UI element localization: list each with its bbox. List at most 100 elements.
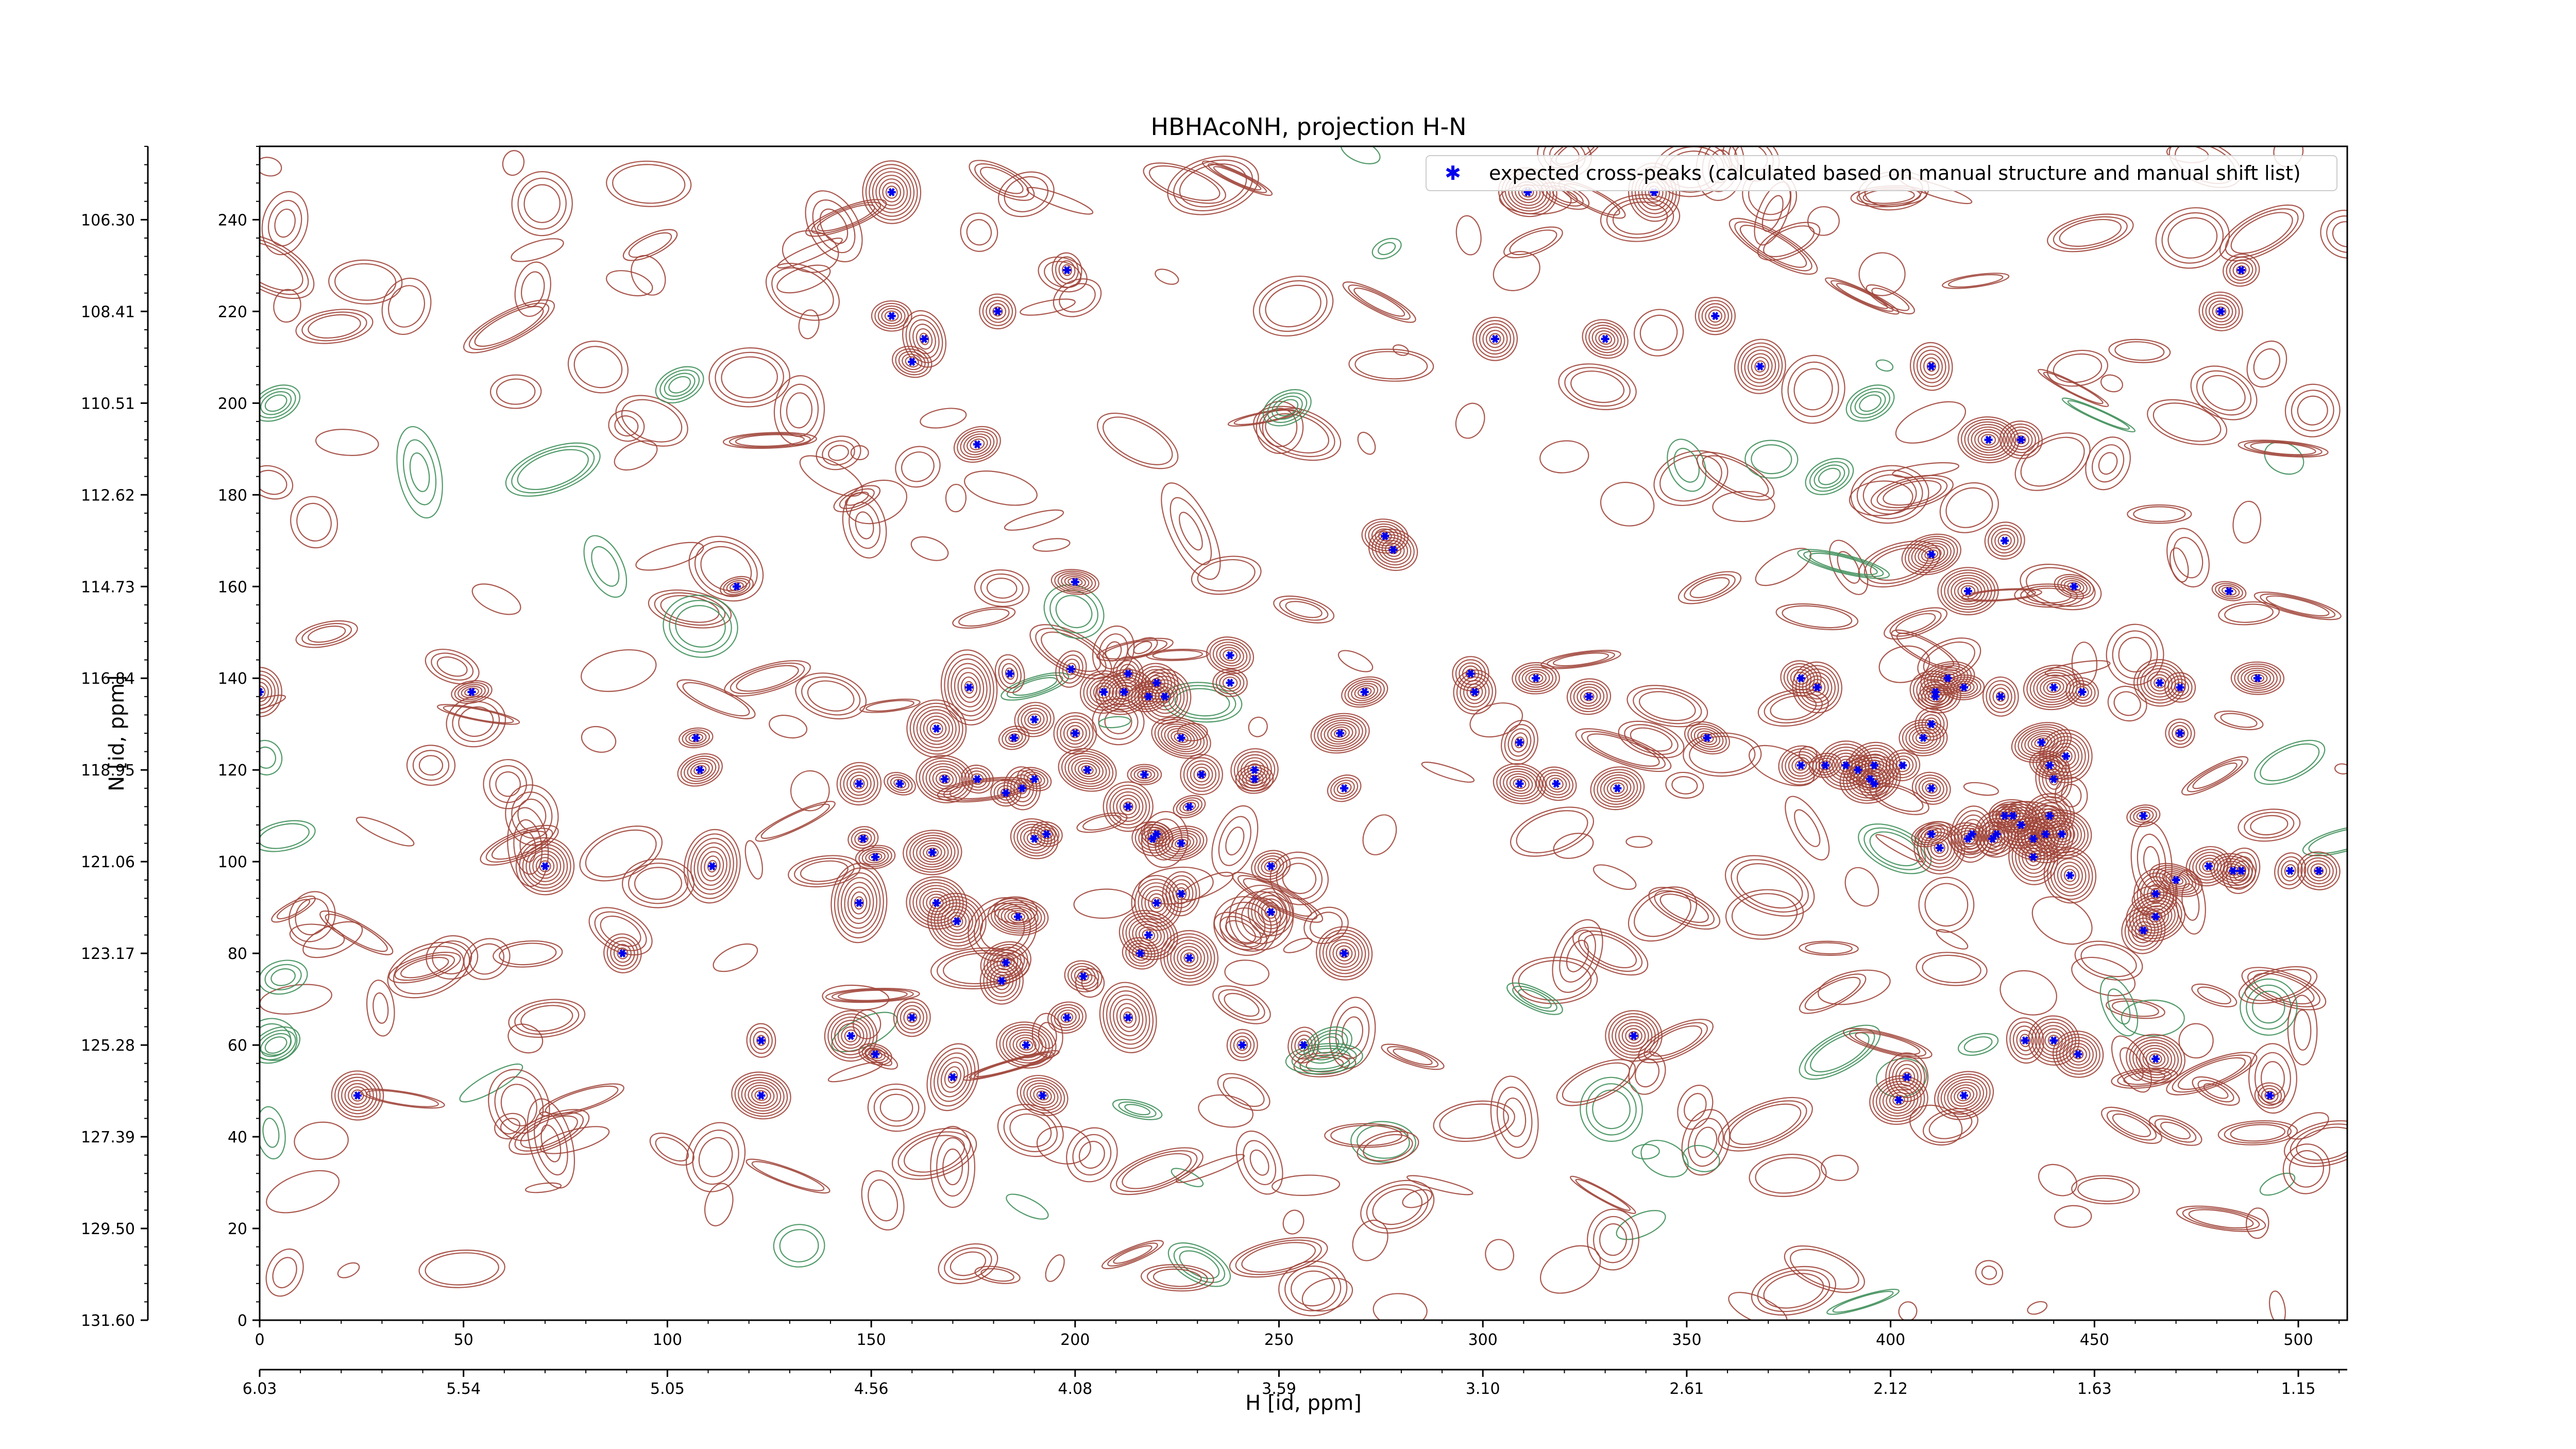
contour-line (409, 452, 430, 492)
cross-peak-marker (953, 917, 961, 925)
contour-line (1357, 1131, 1419, 1165)
contour-line (2142, 905, 2169, 928)
contour-line (831, 863, 888, 943)
contour-line (387, 941, 470, 999)
x-ppm-tick-label: 4.08 (1058, 1380, 1092, 1398)
cross-peak-marker (353, 1091, 362, 1100)
contour-line (1751, 357, 1770, 376)
contour-line (1291, 1045, 1357, 1072)
contour-line (698, 1137, 733, 1177)
contour-line (1872, 1078, 1925, 1122)
contour-line (1363, 1134, 1413, 1161)
contour-line (1023, 1080, 1062, 1111)
contour-line (600, 915, 641, 947)
cross-peak-marker (1153, 899, 1161, 907)
contour-line (1138, 668, 1192, 724)
contour-line (1741, 346, 1780, 387)
contour-line (1734, 221, 1812, 272)
contour-line (2244, 669, 2272, 687)
contour-line (2056, 1034, 2100, 1075)
contour-line (1608, 1013, 1659, 1059)
contour-line (961, 676, 978, 699)
contour-line (1179, 163, 1247, 208)
contour-line (916, 839, 949, 865)
contour-line (2038, 368, 2109, 407)
cross-peak-marker (2049, 683, 2058, 692)
contour-line (827, 1013, 874, 1059)
contour-line (276, 899, 311, 920)
contour-line (960, 212, 998, 252)
contour-line (2024, 731, 2059, 754)
contour-line (2016, 435, 2026, 445)
cross-peak-marker (1919, 733, 1927, 742)
contour-line (2168, 721, 2192, 745)
contour-line (1558, 363, 1637, 411)
contour-line (610, 940, 635, 967)
contour-line (893, 998, 931, 1037)
contour-line (1734, 339, 1786, 394)
contour-line (1229, 1237, 1328, 1278)
contour-line (1863, 827, 1926, 870)
contour-line (1145, 832, 1161, 846)
contour-line (1793, 368, 1833, 411)
contour-line (994, 654, 1025, 693)
contour-line (833, 485, 881, 513)
contour-line (2062, 1039, 2094, 1069)
contour-line (751, 1161, 825, 1191)
contour-line (964, 681, 974, 694)
contour-line (1885, 749, 1921, 782)
contour-line (1351, 683, 1379, 701)
contour-line (1062, 264, 1072, 276)
contour-line (1241, 1242, 1316, 1273)
x-axis-label: H [id, ppm] (1245, 1391, 1362, 1415)
contour-line (1067, 963, 1099, 990)
contour-line (1503, 1097, 1527, 1137)
contour-line (690, 837, 734, 895)
cross-peak-marker (871, 1050, 880, 1058)
contour-line (2020, 1034, 2031, 1048)
contour-line (1598, 333, 1612, 345)
contour-line (951, 663, 988, 712)
contour-line (1934, 1071, 1994, 1120)
y-ppm-tick-label: 131.60 (81, 1312, 135, 1330)
contour-line (1065, 663, 1077, 676)
contour-line (1917, 349, 1946, 383)
contour-line (649, 1133, 694, 1166)
contour-line (1128, 943, 1153, 964)
contour-line (1371, 531, 1415, 568)
contour-line (1909, 342, 1953, 391)
contour-line (261, 191, 309, 256)
contour-line (960, 431, 995, 458)
contour-line (301, 311, 367, 342)
contour-line (957, 672, 981, 703)
contour-line (2120, 1047, 2144, 1081)
cross-peak-marker (1030, 715, 1039, 724)
contour-line (1074, 760, 1100, 780)
contour-line (980, 573, 1024, 603)
contour-line (1146, 648, 1209, 661)
contour-line (1947, 274, 2004, 288)
contour-line (659, 369, 700, 400)
contour-line (1539, 769, 1574, 798)
contour-line (1006, 675, 1063, 699)
contour-line (745, 1158, 831, 1194)
cross-peak-marker (732, 582, 741, 591)
contour-line (500, 1084, 537, 1126)
contour-line (786, 392, 813, 429)
cross-peak-marker (1066, 665, 1075, 673)
contour-line (1981, 434, 1996, 446)
contour-line (1235, 1239, 1322, 1275)
cross-peak-marker (1226, 651, 1234, 660)
contour-line (1107, 1242, 1158, 1267)
contour-line (488, 1069, 550, 1141)
contour-line (1994, 531, 2015, 551)
contour-line (687, 760, 713, 780)
contour-line (916, 709, 957, 748)
contour-line (884, 310, 899, 322)
contour-line (822, 440, 855, 466)
contour-line (2027, 1301, 2048, 1315)
contour-line (734, 1074, 788, 1117)
contour-line (1219, 916, 1262, 948)
cross-peak-marker (1927, 720, 1936, 729)
contour-line (2137, 872, 2175, 915)
